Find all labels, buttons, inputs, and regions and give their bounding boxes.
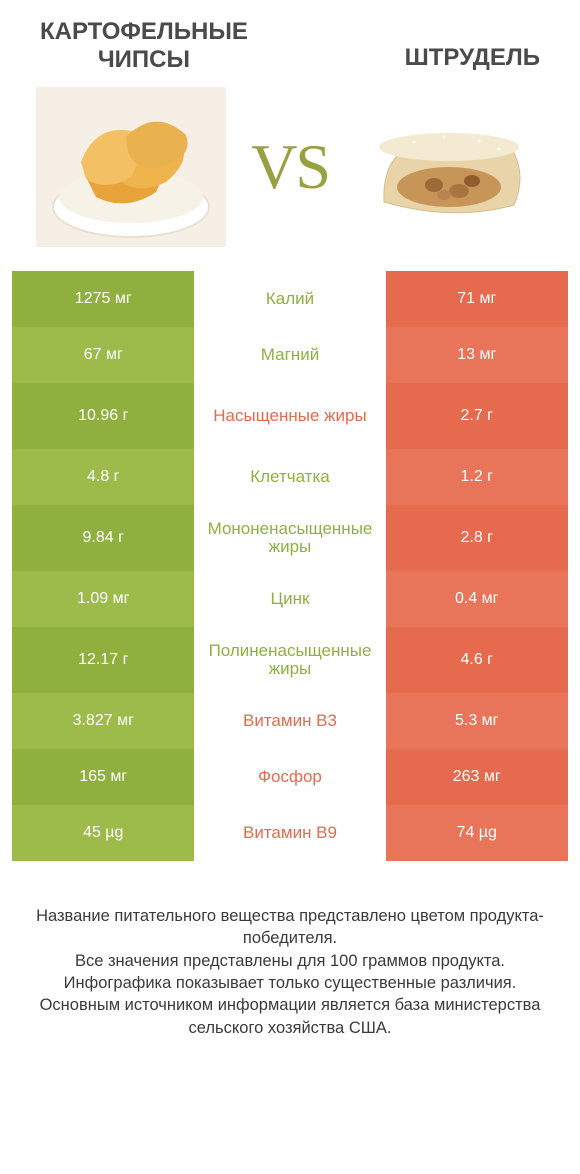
nutrient-row: 12.17 гПолиненасыщенные жиры4.6 г	[12, 627, 568, 693]
footer-notes: Название питательного вещества представл…	[0, 861, 580, 1039]
images-row: VS	[0, 79, 580, 261]
right-value: 0.4 мг	[386, 571, 568, 627]
right-value: 5.3 мг	[386, 693, 568, 749]
right-value: 4.6 г	[386, 627, 568, 693]
right-value: 13 мг	[386, 327, 568, 383]
left-value: 9.84 г	[12, 505, 194, 571]
chips-image	[36, 87, 226, 247]
vs-label: VS	[251, 130, 329, 204]
nutrient-label: Калий	[194, 271, 385, 327]
left-value: 165 мг	[12, 749, 194, 805]
nutrient-table: 1275 мгКалий71 мг67 мгМагний13 мг10.96 г…	[0, 261, 580, 861]
nutrient-row: 165 мгФосфор263 мг	[12, 749, 568, 805]
nutrient-label: Витамин B9	[194, 805, 385, 861]
nutrient-label: Насыщенные жиры	[194, 383, 385, 449]
footer-line: Основным источником информации является …	[26, 994, 554, 1039]
right-value: 2.8 г	[386, 505, 568, 571]
nutrient-label: Цинк	[194, 571, 385, 627]
footer-line: Все значения представлены для 100 граммо…	[26, 950, 554, 972]
strudel-image	[354, 87, 544, 247]
nutrient-row: 1.09 мгЦинк0.4 мг	[12, 571, 568, 627]
right-product-title: ШТРУДЕЛЬ	[405, 18, 540, 73]
nutrient-row: 10.96 гНасыщенные жиры2.7 г	[12, 383, 568, 449]
left-product-title: КАРТОФЕЛЬНЫЕ ЧИПСЫ	[40, 18, 248, 73]
nutrient-label: Магний	[194, 327, 385, 383]
nutrient-row: 3.827 мгВитамин B35.3 мг	[12, 693, 568, 749]
nutrient-row: 4.8 гКлетчатка1.2 г	[12, 449, 568, 505]
left-value: 10.96 г	[12, 383, 194, 449]
right-value: 263 мг	[386, 749, 568, 805]
footer-line: Название питательного вещества представл…	[26, 905, 554, 950]
left-value: 45 µg	[12, 805, 194, 861]
right-value: 74 µg	[386, 805, 568, 861]
left-value: 1275 мг	[12, 271, 194, 327]
left-value: 12.17 г	[12, 627, 194, 693]
footer-line: Инфографика показывает только существенн…	[26, 972, 554, 994]
nutrient-label: Клетчатка	[194, 449, 385, 505]
left-value: 1.09 мг	[12, 571, 194, 627]
header: КАРТОФЕЛЬНЫЕ ЧИПСЫ ШТРУДЕЛЬ	[0, 0, 580, 79]
right-value: 71 мг	[386, 271, 568, 327]
left-value: 67 мг	[12, 327, 194, 383]
nutrient-label: Витамин B3	[194, 693, 385, 749]
left-value: 3.827 мг	[12, 693, 194, 749]
nutrient-row: 67 мгМагний13 мг	[12, 327, 568, 383]
nutrient-row: 1275 мгКалий71 мг	[12, 271, 568, 327]
left-value: 4.8 г	[12, 449, 194, 505]
right-value: 2.7 г	[386, 383, 568, 449]
nutrient-label: Фосфор	[194, 749, 385, 805]
nutrient-label: Мононенасыщенные жиры	[194, 505, 385, 571]
nutrient-label: Полиненасыщенные жиры	[194, 627, 385, 693]
nutrient-row: 45 µgВитамин B974 µg	[12, 805, 568, 861]
right-value: 1.2 г	[386, 449, 568, 505]
nutrient-row: 9.84 гМононенасыщенные жиры2.8 г	[12, 505, 568, 571]
